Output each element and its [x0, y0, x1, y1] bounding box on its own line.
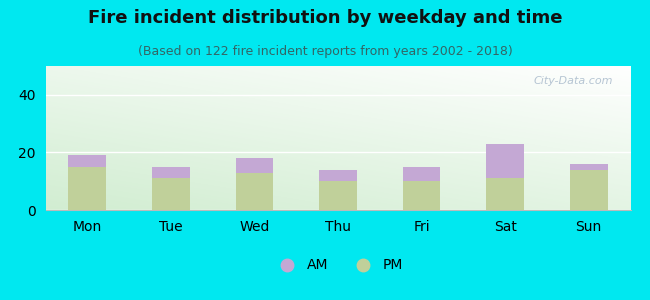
Bar — [68, 167, 106, 210]
Legend: AM, PM: AM, PM — [268, 253, 408, 278]
Bar — [403, 181, 440, 210]
Bar — [319, 170, 357, 181]
Bar — [486, 178, 524, 210]
Bar — [570, 170, 608, 210]
Bar — [403, 167, 440, 181]
Bar — [486, 144, 524, 178]
Bar — [152, 167, 190, 178]
Bar — [570, 164, 608, 170]
Bar — [235, 158, 273, 172]
Bar — [152, 178, 190, 210]
Text: (Based on 122 fire incident reports from years 2002 - 2018): (Based on 122 fire incident reports from… — [138, 45, 512, 58]
Bar — [319, 181, 357, 210]
Bar — [68, 155, 106, 167]
Text: City-Data.com: City-Data.com — [534, 76, 613, 86]
Text: Fire incident distribution by weekday and time: Fire incident distribution by weekday an… — [88, 9, 562, 27]
Bar — [235, 172, 273, 210]
